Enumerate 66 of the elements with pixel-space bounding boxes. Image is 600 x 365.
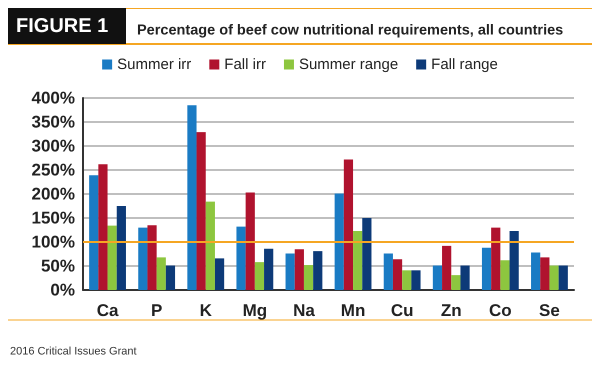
legend-label: Summer range [298,56,398,73]
x-tick-label: Na [293,301,316,320]
chart-title: Percentage of beef cow nutritional requirements, all countries [137,22,564,38]
y-tick-label: 200% [32,184,75,204]
x-tick-label: Cu [390,301,414,320]
bar [156,257,166,290]
bar [286,254,295,290]
bar [166,266,176,290]
y-tick-label: 0% [50,280,75,300]
bar [214,258,224,290]
x-tick-label: Mg [242,301,268,320]
bar [187,105,197,290]
bar [442,246,452,290]
bar [108,226,117,290]
x-tick-label: K [200,301,213,320]
bar [500,260,510,290]
y-tick-label: 300% [32,136,75,156]
bar [432,266,442,290]
bar [460,266,470,290]
bar [196,132,206,290]
x-tick-label: Ca [96,301,119,320]
bar [294,249,304,290]
bar [98,164,108,290]
bar [236,226,246,290]
legend-label: Fall irr [224,56,266,73]
y-tick-label: 350% [32,112,75,132]
bar [451,275,460,290]
bar [531,252,540,290]
bar [206,202,215,290]
bar [304,265,314,290]
legend-label: Summer irr [117,56,192,73]
bar [482,248,492,290]
bar [491,228,500,290]
bar [411,270,421,290]
bar [147,225,157,290]
y-tick-label: 250% [32,160,75,180]
bar [510,230,519,290]
bar [549,266,559,290]
bar [558,266,568,290]
y-tick-label: 50% [40,256,75,276]
bar [313,251,322,290]
x-tick-label: P [150,301,162,320]
bar [384,254,393,290]
bar [89,175,98,290]
bar [116,206,126,290]
bar [254,262,264,290]
text: 2016 Critical Issues Grant [10,346,137,358]
bar [246,192,255,290]
legend-label: Fall range [431,56,498,73]
bar [138,228,148,290]
bar [402,270,412,290]
bar [264,248,274,290]
x-tick-label: Co [489,301,512,320]
x-tick-label: Mn [340,301,366,320]
bar [344,159,354,290]
x-tick-label: Zn [440,301,462,320]
bar [353,230,362,290]
x-tick-label: Se [539,301,560,320]
y-tick-label: 400% [32,88,75,108]
y-tick-label: 150% [32,208,75,228]
caption: FIGURE 1 [16,15,108,37]
bar [540,257,550,290]
bar [334,194,344,290]
y-tick-label: 100% [32,232,75,252]
bar [362,218,372,290]
bar [392,259,402,290]
